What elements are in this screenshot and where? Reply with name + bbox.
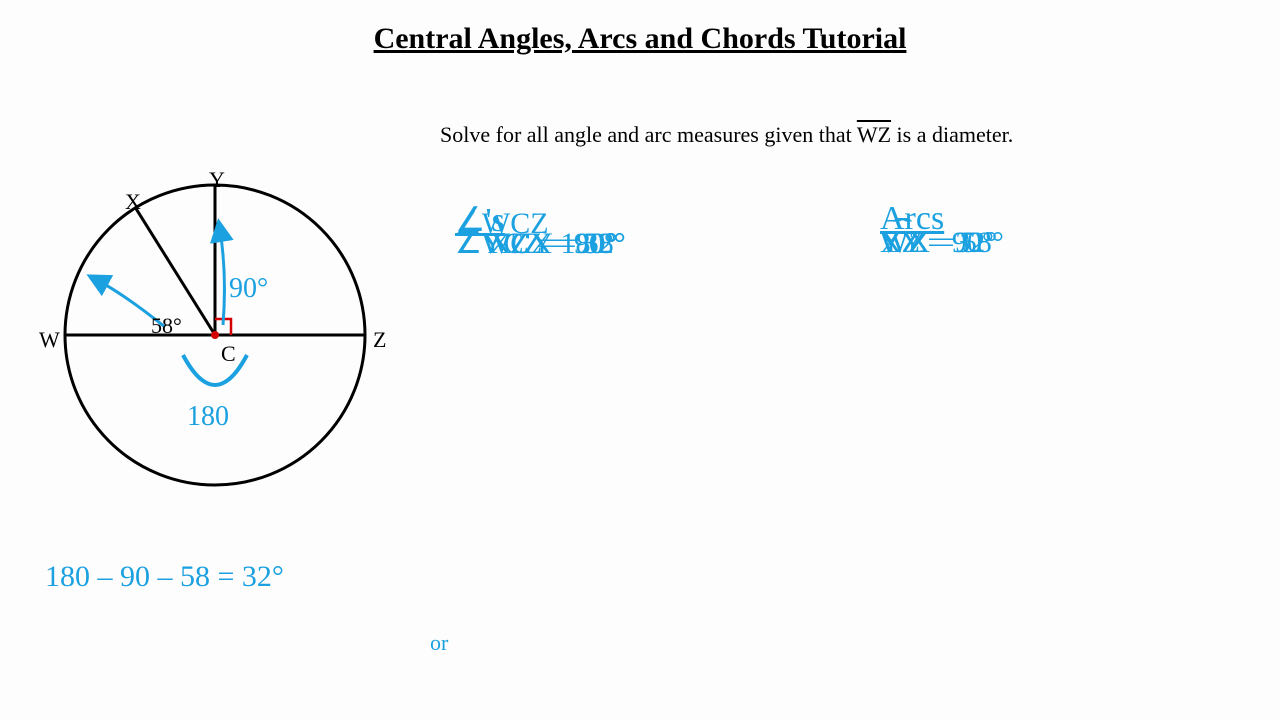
label-x: X [125,189,141,215]
circle-svg [55,175,375,495]
page-title: Central Angles, Arcs and Chords Tutorial [0,22,1280,56]
arc-180-icon [183,355,247,385]
angle-row-4: ∠WCZ [455,206,549,241]
circle-diagram: W X Y Z C 58° 90° 180 [55,175,375,495]
annotation-90: 90° [229,273,268,305]
calculation-line: 180 – 90 – 58 = 32° [45,560,284,594]
or-label: or [430,630,448,656]
problem-segment: WZ [857,122,891,147]
problem-prefix: Solve for all angle and arc measures giv… [440,122,857,147]
problem-suffix: is a diameter. [891,122,1013,147]
problem-statement: Solve for all angle and arc measures giv… [440,122,1013,148]
label-c: C [221,341,236,367]
center-point [211,331,219,339]
label-w: W [39,327,60,353]
label-z: Z [373,327,386,353]
label-y: Y [209,167,225,193]
printed-angle-58: 58° [151,313,182,339]
arrow-90-icon [220,230,224,325]
arc-row-3: WZ = 1 [880,226,974,260]
annotation-180: 180 [187,401,229,433]
page: Central Angles, Arcs and Chords Tutorial… [0,0,1280,720]
arc-val-3: = 1 [927,226,974,259]
arc-seg-3: WZ [880,226,927,260]
